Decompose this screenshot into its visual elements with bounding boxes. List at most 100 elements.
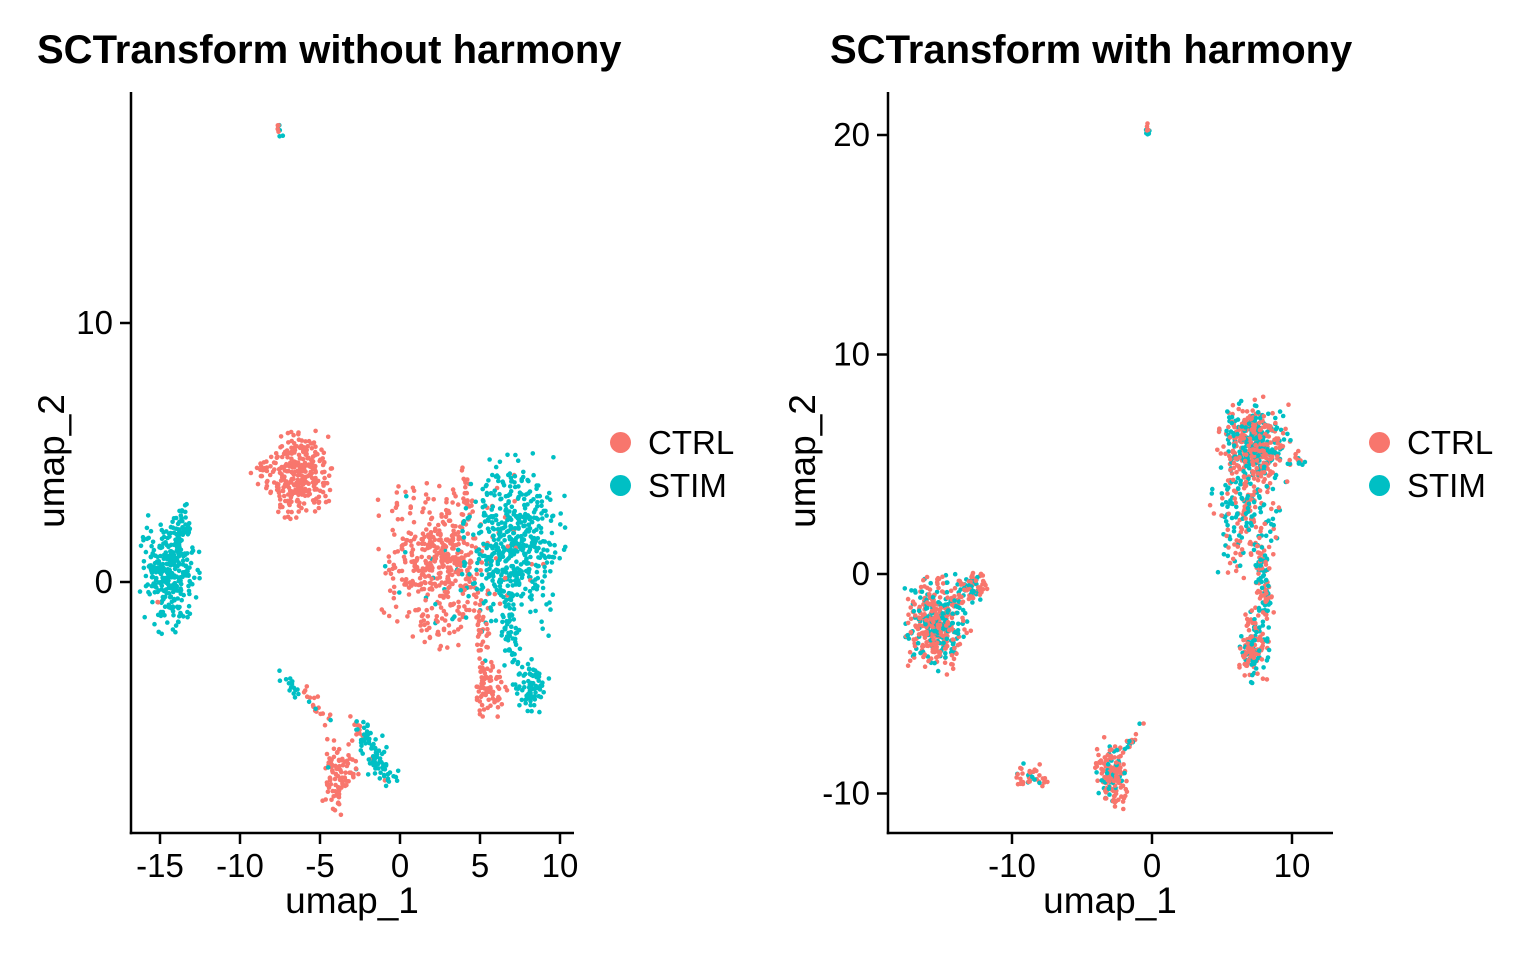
data-point [391, 774, 396, 779]
data-point [472, 580, 478, 586]
data-point [943, 602, 948, 607]
data-point [907, 658, 913, 664]
data-point [543, 555, 548, 561]
data-point [1113, 760, 1119, 765]
data-point [562, 525, 568, 530]
data-point [463, 576, 469, 582]
data-point [534, 569, 540, 575]
data-point [443, 581, 448, 586]
data-point [1248, 440, 1254, 445]
data-point [383, 783, 389, 789]
data-point [1241, 637, 1246, 643]
data-point [424, 527, 429, 532]
data-point [326, 498, 332, 504]
data-point [507, 534, 512, 540]
data-point [513, 452, 518, 458]
data-point [1253, 625, 1258, 630]
data-point [467, 579, 473, 584]
data-point [479, 642, 484, 647]
data-point [373, 737, 378, 742]
data-point [1273, 535, 1279, 540]
data-point [493, 513, 499, 518]
x-tick-label: -5 [305, 847, 334, 884]
data-point [273, 451, 279, 456]
data-point [346, 742, 351, 747]
data-point [515, 549, 520, 554]
data-point [176, 551, 181, 556]
data-point [1230, 402, 1236, 408]
data-point [317, 458, 323, 464]
data-point [444, 500, 449, 505]
data-point [1240, 408, 1245, 414]
x-tick-label: 10 [542, 847, 579, 884]
data-point [394, 502, 400, 508]
data-point [1251, 670, 1257, 676]
data-point [446, 623, 452, 628]
data-point [396, 568, 402, 574]
data-point [438, 643, 444, 649]
data-point [1259, 545, 1265, 550]
data-point [494, 676, 499, 682]
data-point [190, 548, 196, 554]
data-point [1223, 519, 1229, 524]
data-point [1260, 394, 1266, 400]
data-point [453, 578, 458, 583]
data-point [552, 542, 557, 548]
data-point [487, 591, 492, 596]
data-point [511, 617, 517, 622]
data-point [160, 609, 166, 615]
data-point [1241, 436, 1247, 441]
data-point [1260, 619, 1266, 625]
data-point [386, 613, 392, 619]
data-point [148, 554, 154, 560]
plot-title-left: SCTransform without harmony [37, 28, 622, 72]
data-point [490, 504, 496, 509]
data-point [509, 652, 515, 657]
data-point [1272, 462, 1278, 468]
data-point [1123, 786, 1129, 792]
data-point [1094, 746, 1100, 752]
data-point [395, 517, 401, 522]
data-point [143, 549, 149, 555]
data-point [313, 706, 318, 712]
data-point [921, 577, 926, 583]
data-point [322, 722, 328, 728]
data-point [480, 617, 485, 623]
data-point [481, 541, 486, 547]
data-point [390, 566, 396, 572]
data-point [1244, 523, 1249, 529]
data-point [433, 601, 438, 607]
data-point [1271, 526, 1276, 532]
data-point [466, 593, 471, 599]
data-point [304, 508, 309, 513]
data-point [330, 769, 336, 775]
data-point [934, 655, 939, 660]
data-point [1273, 445, 1279, 451]
data-point [366, 737, 372, 743]
data-point [277, 497, 283, 502]
data-point [353, 758, 359, 764]
data-point [1257, 589, 1263, 595]
data-point [164, 590, 169, 596]
data-point [1246, 527, 1252, 533]
data-point [425, 614, 431, 619]
data-point [392, 532, 397, 537]
data-point [1233, 500, 1238, 506]
data-point [268, 454, 274, 460]
data-point [1256, 605, 1262, 611]
data-point [1229, 414, 1235, 420]
data-point [1286, 402, 1291, 408]
data-point [521, 523, 526, 529]
data-point [142, 614, 147, 620]
data-point [1020, 771, 1025, 776]
data-point [437, 601, 442, 606]
data-point [529, 657, 534, 662]
data-point [264, 483, 270, 489]
data-point [294, 515, 299, 520]
data-point [289, 445, 294, 451]
data-point [497, 696, 502, 701]
data-point [283, 498, 288, 504]
data-point [535, 499, 540, 505]
